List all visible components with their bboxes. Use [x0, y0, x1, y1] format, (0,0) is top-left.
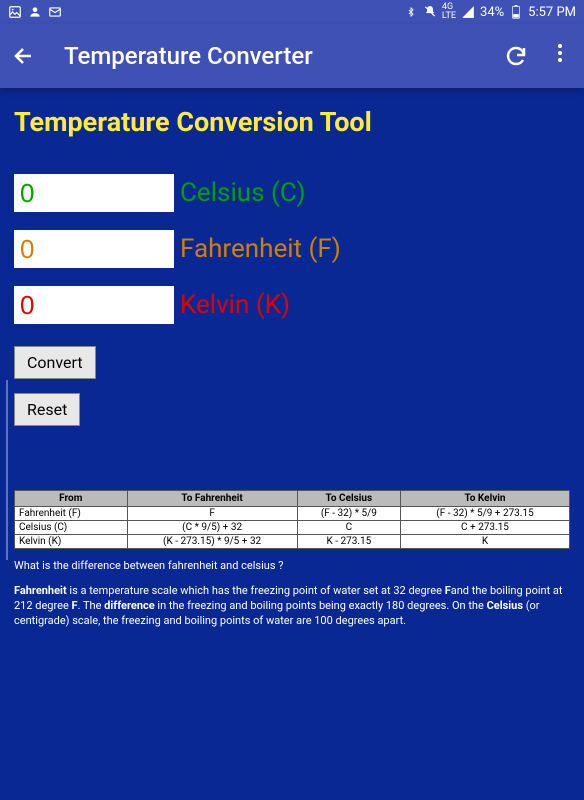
celsius-input[interactable] [14, 174, 174, 212]
conversion-table-section: From To Fahrenheit To Celsius To Kelvin … [14, 490, 570, 628]
overflow-menu-icon[interactable] [548, 44, 572, 68]
info-answer: Fahrenheit is a temperature scale which … [14, 584, 570, 629]
battery-icon [509, 5, 523, 19]
th-from: From [15, 491, 128, 507]
th-celsius: To Celsius [297, 491, 400, 507]
info-question: What is the difference between fahrenhei… [14, 559, 570, 574]
signal-icon [461, 5, 475, 19]
app-bar: Temperature Converter [0, 24, 584, 88]
table-header-row: From To Fahrenheit To Celsius To Kelvin [15, 491, 570, 507]
reset-button[interactable]: Reset [14, 393, 80, 426]
kelvin-input[interactable] [14, 286, 174, 324]
table-row: Celsius (C) (C * 9/5) + 32 C C + 273.15 [15, 521, 570, 535]
battery-percent: 34% [480, 5, 504, 20]
main-content: Temperature Conversion Tool Celsius (C) … [0, 88, 584, 628]
fahrenheit-input[interactable] [14, 230, 174, 268]
celsius-row: Celsius (C) [14, 174, 570, 212]
back-arrow-icon[interactable] [12, 44, 36, 68]
info-text: What is the difference between fahrenhei… [14, 559, 570, 628]
table-row: Kelvin (K) (K - 273.15) * 9/5 + 32 K - 2… [15, 535, 570, 549]
status-bar: 4GLTE 34% 5:57 PM [0, 0, 584, 24]
scroll-edge [6, 380, 8, 560]
app-title: Temperature Converter [64, 42, 484, 70]
bluetooth-icon [404, 5, 418, 19]
image-icon [8, 5, 22, 19]
celsius-label: Celsius (C) [180, 178, 306, 208]
status-right: 4GLTE 34% 5:57 PM [404, 3, 576, 21]
status-left-icons [8, 5, 62, 19]
convert-button[interactable]: Convert [14, 346, 96, 379]
page-title: Temperature Conversion Tool [14, 106, 570, 138]
person-icon [28, 5, 42, 19]
kelvin-label: Kelvin (K) [180, 290, 290, 320]
fahrenheit-row: Fahrenheit (F) [14, 230, 570, 268]
network-type: 4GLTE [442, 3, 456, 21]
fahrenheit-label: Fahrenheit (F) [180, 234, 341, 264]
clock: 5:57 PM [528, 5, 576, 20]
th-kelvin: To Kelvin [400, 491, 569, 507]
mail-icon [48, 5, 62, 19]
kelvin-row: Kelvin (K) [14, 286, 570, 324]
table-row: Fahrenheit (F) F (F - 32) * 5/9 (F - 32)… [15, 507, 570, 521]
vibrate-icon [423, 5, 437, 19]
th-fahrenheit: To Fahrenheit [127, 491, 297, 507]
conversion-table: From To Fahrenheit To Celsius To Kelvin … [14, 490, 570, 549]
refresh-icon[interactable] [504, 44, 528, 68]
